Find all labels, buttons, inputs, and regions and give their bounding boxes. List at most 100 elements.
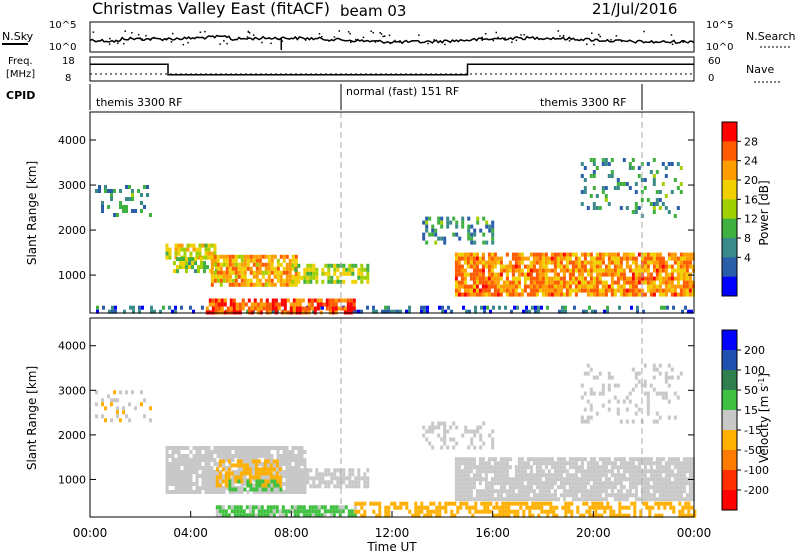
- velocity-cell: [236, 505, 240, 510]
- power-cell: [466, 288, 470, 293]
- velocity-cell: [288, 482, 292, 486]
- velocity-cell: [594, 509, 598, 514]
- power-cell: [652, 280, 656, 285]
- power-cell: [517, 252, 521, 257]
- power-cell: [531, 305, 534, 310]
- velocity-cell: [648, 509, 652, 514]
- velocity-cell: [177, 478, 181, 482]
- velocity-cell: [498, 505, 502, 510]
- power-cell: [171, 309, 174, 314]
- power-cell: [625, 280, 629, 285]
- velocity-cell: [565, 481, 569, 486]
- power-cell: [216, 258, 220, 263]
- power-cell: [544, 252, 548, 257]
- power-cell: [454, 256, 458, 261]
- velocity-cell: [463, 493, 467, 498]
- velocity-cell: [243, 482, 247, 486]
- power-cell: [595, 206, 599, 210]
- velocity-cell: [640, 473, 644, 478]
- velocity-cell: [269, 471, 273, 476]
- power-colorbar-tick-label: 8: [744, 232, 751, 245]
- power-cell: [532, 276, 536, 281]
- velocity-cell: [480, 509, 484, 514]
- power-cell: [685, 288, 689, 293]
- velocity-cell: [174, 462, 178, 466]
- velocity-cell: [484, 481, 488, 486]
- velocity-cell: [475, 465, 479, 470]
- power-cell: [475, 272, 479, 277]
- velocity-cell: [681, 505, 685, 510]
- velocity-cell: [281, 509, 285, 514]
- velocity-cell: [171, 478, 175, 482]
- power-cell: [649, 284, 653, 289]
- power-cell: [476, 216, 480, 221]
- velocity-cell: [258, 454, 262, 458]
- power-cell: [267, 282, 271, 287]
- power-cell: [467, 232, 471, 237]
- velocity-cell: [420, 509, 424, 514]
- power-cell: [502, 288, 506, 293]
- velocity-cell: [609, 509, 613, 514]
- velocity-cell: [338, 509, 342, 514]
- velocity-cell: [450, 509, 454, 514]
- noise-search-dot: [523, 34, 525, 36]
- power-cell: [210, 270, 214, 275]
- power-cell: [95, 189, 98, 193]
- noise-search-dot: [559, 35, 561, 37]
- power-cell: [604, 158, 608, 162]
- velocity-cell: [565, 477, 569, 482]
- velocity-cell: [354, 509, 358, 514]
- velocity-cell: [180, 454, 184, 458]
- velocity-cell: [131, 390, 134, 395]
- velocity-cell: [618, 505, 622, 510]
- velocity-cell: [586, 415, 590, 420]
- velocity-cell: [336, 480, 340, 485]
- power-cell: [634, 280, 638, 285]
- power-cell: [231, 266, 235, 271]
- power-cell: [592, 284, 596, 289]
- velocity-cell: [535, 477, 539, 482]
- power-cell: [577, 268, 581, 273]
- power-cell: [592, 170, 596, 174]
- velocity-cell: [583, 371, 587, 376]
- noise-left-tick-top: 10^5: [49, 20, 76, 31]
- velocity-cell: [189, 462, 193, 466]
- power-cell: [303, 275, 307, 280]
- power-cell: [489, 309, 492, 314]
- velocity-cell: [177, 470, 181, 474]
- power-cell: [168, 255, 172, 260]
- velocity-cell: [297, 446, 301, 450]
- velocity-cell: [272, 505, 276, 510]
- power-cell: [197, 265, 200, 270]
- velocity-cell: [267, 487, 271, 492]
- velocity-cell: [446, 445, 450, 450]
- velocity-cell: [661, 485, 665, 490]
- velocity-cell: [234, 450, 238, 454]
- velocity-cell: [246, 454, 250, 458]
- noise-search-dot: [355, 38, 357, 41]
- power-cell: [571, 276, 575, 281]
- velocity-cell: [495, 505, 499, 510]
- power-cell: [469, 284, 473, 289]
- velocity-cell: [610, 473, 614, 478]
- velocity-cell: [243, 446, 247, 450]
- power-cell: [200, 261, 203, 266]
- power-cell: [210, 262, 214, 267]
- velocity-cell: [661, 497, 665, 502]
- velocity-cell: [510, 501, 514, 506]
- power-cell: [237, 282, 241, 287]
- velocity-cell: [580, 383, 584, 388]
- velocity-cell: [333, 484, 337, 489]
- power-cell: [565, 292, 569, 297]
- power-cell: [553, 288, 557, 293]
- power-cell: [652, 288, 656, 293]
- velocity-cell: [604, 477, 608, 482]
- velocity-cell: [479, 437, 483, 442]
- velocity-cell: [303, 462, 307, 466]
- power-cell: [667, 288, 671, 293]
- power-cell: [294, 270, 298, 275]
- velocity-cell: [535, 497, 539, 502]
- velocity-cell: [619, 481, 623, 486]
- power-cell: [622, 268, 626, 273]
- velocity-cell: [501, 505, 505, 510]
